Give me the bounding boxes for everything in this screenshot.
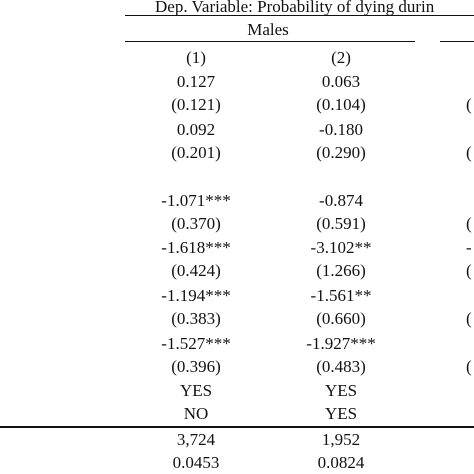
cell-c1: (0.424) [171, 261, 221, 280]
header-rule [125, 15, 474, 16]
cell-c2: -1.927*** [306, 334, 376, 353]
next-group-rule [440, 41, 474, 42]
cell-c2: -0.180 [319, 120, 363, 139]
cell-c2: YES [324, 381, 358, 400]
clipped-cell-c3: ( [466, 143, 472, 162]
cell-c2: (1.266) [316, 261, 366, 280]
stat-observations-c2: 1,952 [321, 430, 361, 449]
column-header-1: (1) [186, 48, 206, 67]
cell-c1: NO [183, 404, 209, 423]
cell-c2: (0.290) [316, 143, 366, 162]
stat-r2-c2: 0.0824 [317, 453, 365, 472]
cell-c2: YES [324, 404, 358, 423]
cell-c1: -1.194*** [161, 286, 231, 305]
clipped-cell-c3: ( [466, 261, 472, 280]
cell-c2: -0.874 [319, 191, 363, 210]
cell-c1: 0.127 [176, 72, 216, 91]
stat-observations-c1: 3,724 [176, 430, 216, 449]
cell-c1: (0.121) [171, 95, 221, 114]
cell-c1: -1.071*** [161, 191, 231, 210]
clipped-cell-c3: ( [466, 309, 472, 328]
dep-variable-header: Dep. Variable: Probability of dying duri… [155, 0, 435, 16]
cell-c2: (0.104) [316, 95, 366, 114]
clipped-cell-c3: ( [466, 214, 472, 233]
cell-c1: (0.201) [171, 143, 221, 162]
cell-c2: (0.483) [316, 357, 366, 376]
cell-c1: 0.092 [176, 120, 216, 139]
cell-c1: (0.396) [171, 357, 221, 376]
footer-rule [0, 426, 474, 428]
cell-c1: -1.618*** [161, 238, 231, 257]
column-header-2: (2) [331, 48, 351, 67]
cell-c1: (0.383) [171, 309, 221, 328]
cell-c2: -3.102** [310, 238, 372, 257]
cell-c2: (0.591) [316, 214, 366, 233]
cell-c1: YES [179, 381, 213, 400]
cell-c2: (0.660) [316, 309, 366, 328]
group-label-males: Males [247, 20, 289, 39]
males-rule [125, 41, 415, 42]
stat-r2-c1: 0.0453 [172, 453, 220, 472]
cell-c1: -1.527*** [161, 334, 231, 353]
clipped-cell-c3: - [466, 238, 472, 257]
cell-c2: 0.063 [321, 72, 361, 91]
clipped-cell-c3: ( [466, 357, 472, 376]
cell-c2: -1.561** [310, 286, 372, 305]
clipped-cell-c3: ( [466, 95, 472, 114]
cell-c1: (0.370) [171, 214, 221, 233]
